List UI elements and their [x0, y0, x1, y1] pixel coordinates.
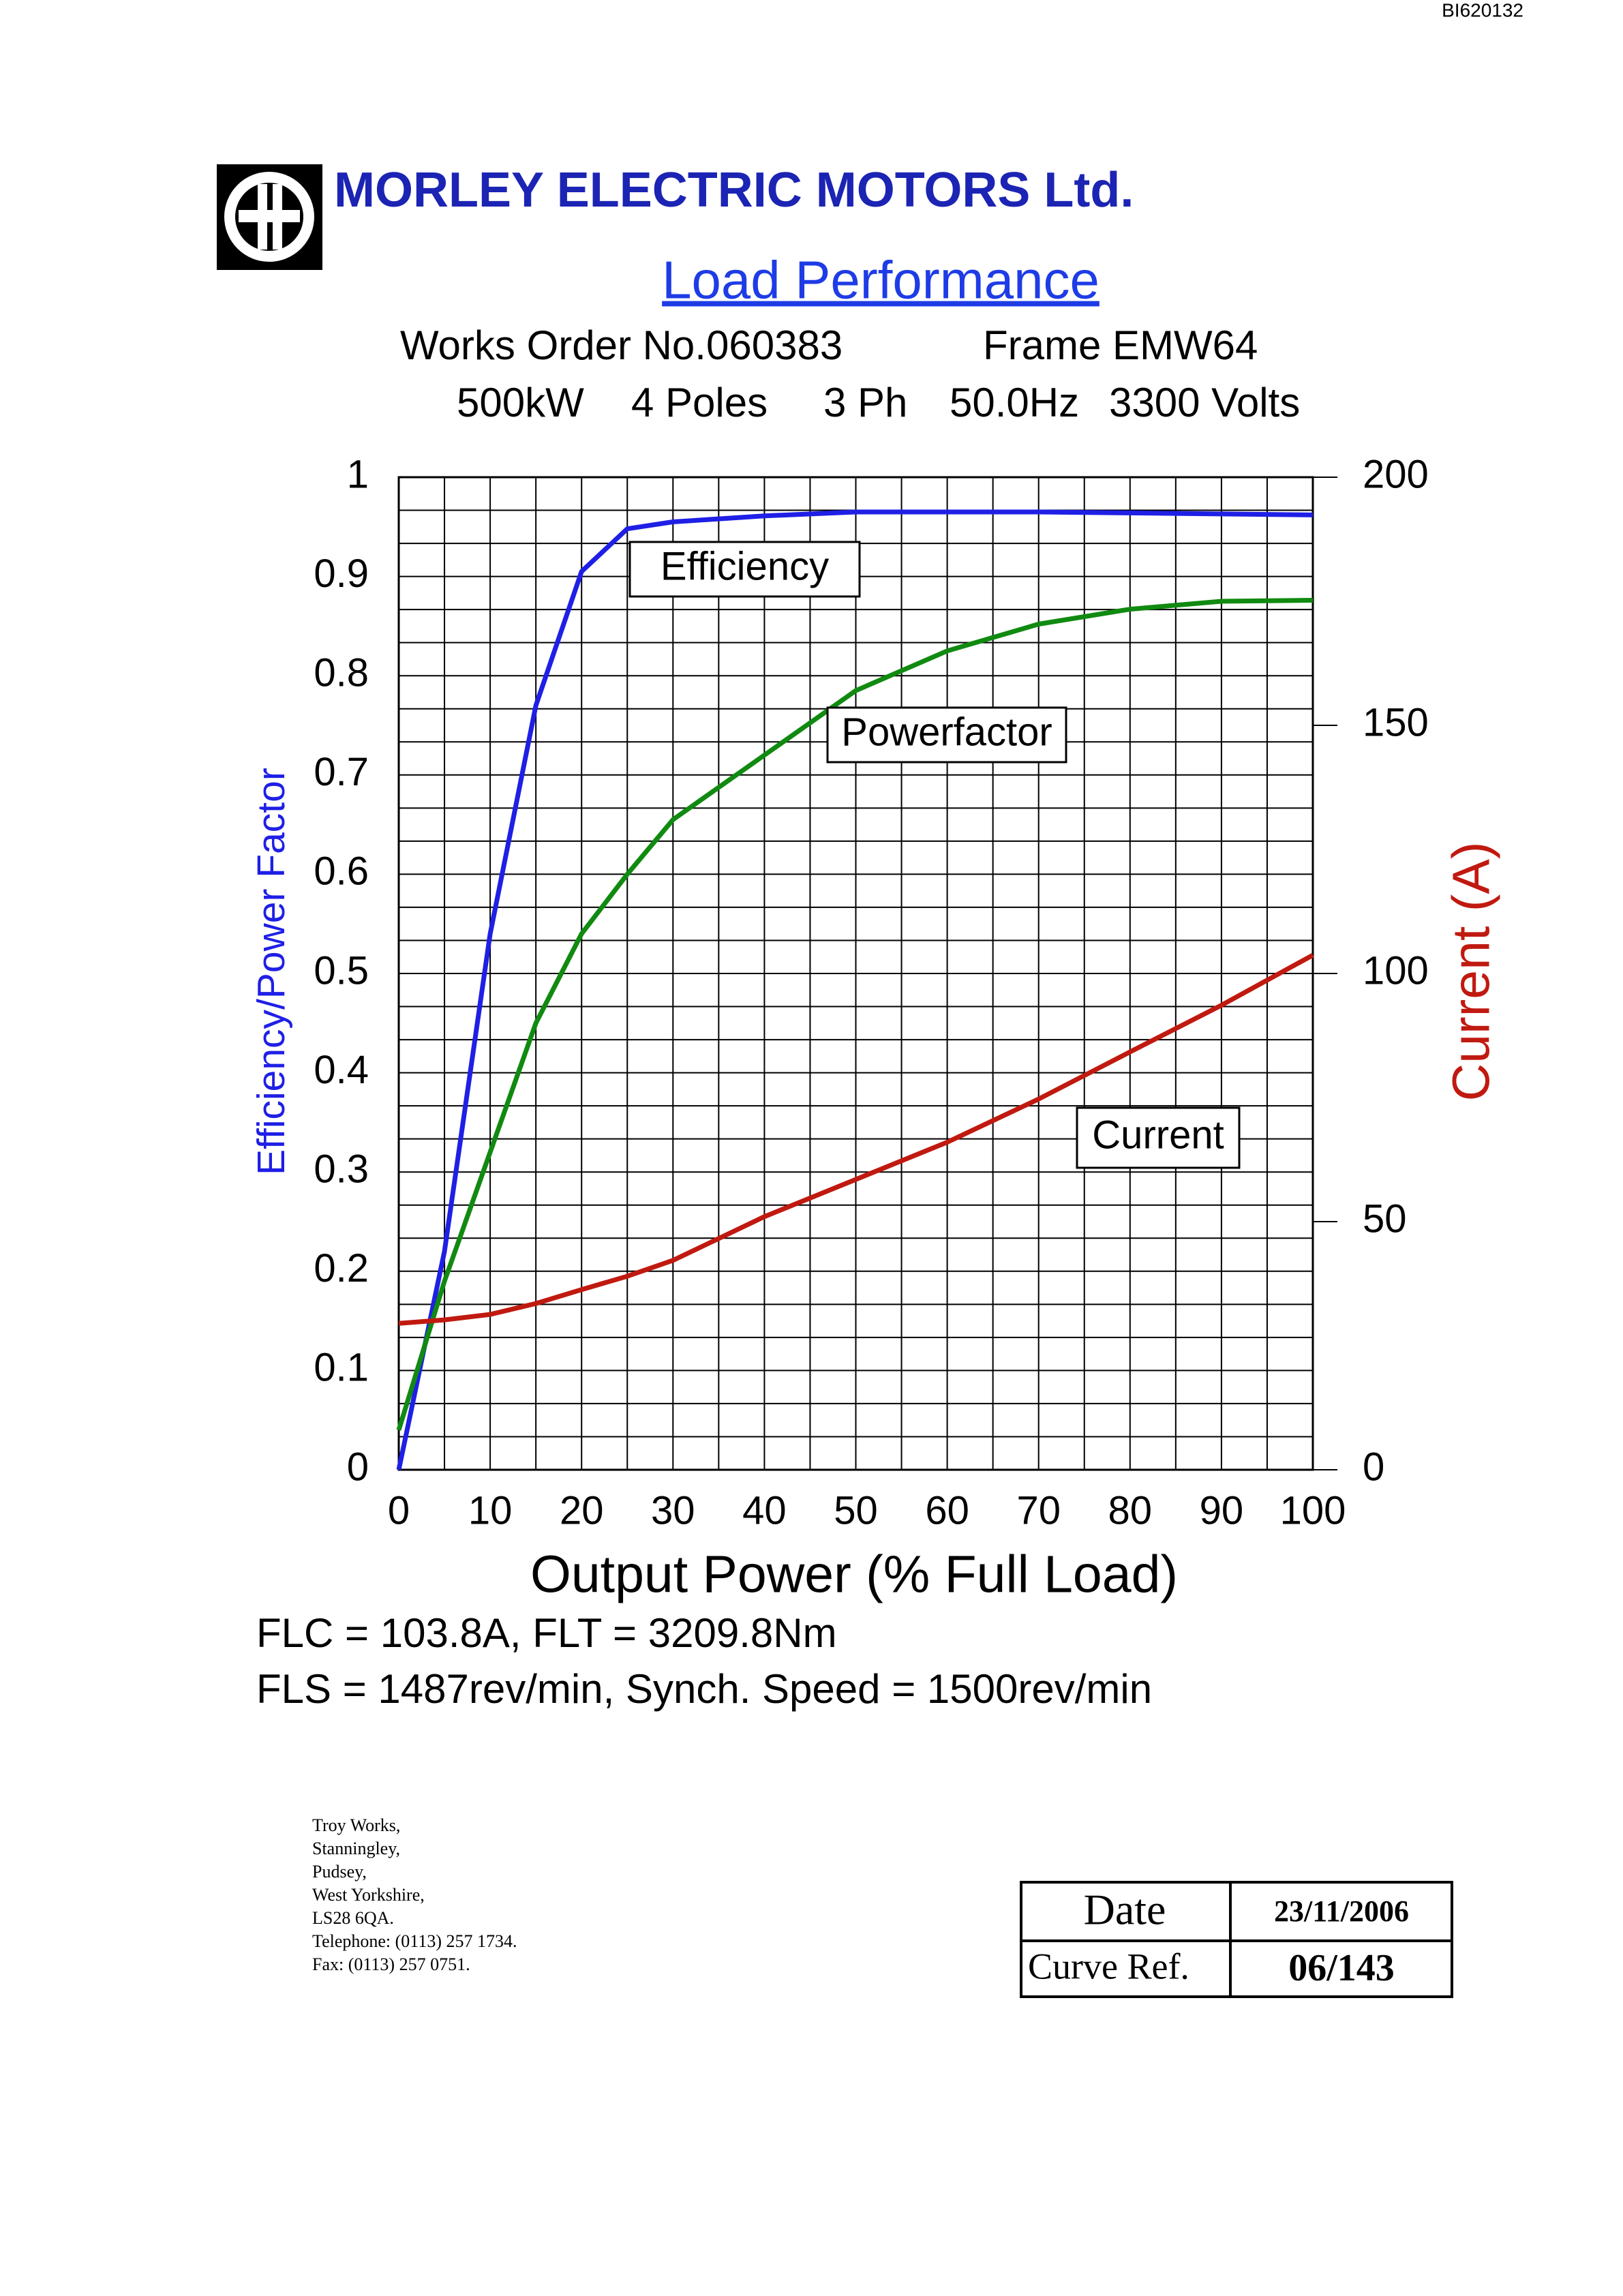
- y2-tick-label: 100: [1363, 948, 1429, 993]
- address-line: Telephone: (0113) 257 1734.: [312, 1931, 517, 1951]
- spec: 3300 Volts: [1109, 380, 1300, 425]
- company-name: MORLEY ELECTRIC MOTORS Ltd.: [334, 163, 1134, 217]
- x-tick-label: 50: [834, 1488, 878, 1532]
- y-tick-label: 0.9: [314, 552, 369, 596]
- table-cell: Curve Ref.: [1028, 1946, 1189, 1987]
- curve-label-box: [628, 541, 861, 598]
- curve-label: Powerfactor: [841, 710, 1052, 754]
- table-cell: 06/143: [1288, 1947, 1395, 1989]
- chart: 0 10 20 30 40 50 60 70 80 90 10000.10.20.30.40.50.…: [249, 452, 1500, 1532]
- x-tick-label: 10: [468, 1488, 513, 1532]
- y-tick-label: 0.8: [314, 651, 369, 695]
- y2-tick-label: 0: [1363, 1445, 1384, 1489]
- y-axis-label: Efficiency/Power Factor: [249, 768, 293, 1175]
- data-line: [396, 509, 1314, 1470]
- y-tick-label: 0.1: [314, 1346, 369, 1390]
- y2-tick-label: 200: [1363, 452, 1429, 496]
- address-line: Troy Works,: [312, 1815, 400, 1835]
- plot-frame: [397, 476, 1314, 1471]
- y-tick-label: 0.2: [314, 1246, 369, 1290]
- x-tick-label: 20: [560, 1488, 604, 1532]
- x-tick-label: 80: [1108, 1488, 1153, 1532]
- table-cell: 23/11/2006: [1274, 1894, 1409, 1928]
- x-tick-label: 0: [388, 1488, 410, 1532]
- x-tick-label: 40: [742, 1488, 787, 1532]
- spec: 50.0Hz: [950, 380, 1079, 425]
- data-line: [398, 952, 1314, 1326]
- y-tick-label: 1: [347, 452, 369, 496]
- address-line: LS28 6QA.: [312, 1908, 394, 1928]
- spec: 3 Ph: [823, 380, 907, 425]
- x-tick-label: 100: [1280, 1488, 1346, 1532]
- x-tick-label: 30: [651, 1488, 695, 1532]
- y-tick-label: 0.4: [314, 1048, 369, 1092]
- y2-axis-label: Current (A): [1442, 842, 1500, 1102]
- y-tick-label: 0.7: [314, 750, 369, 794]
- y-tick-label: 0.3: [314, 1147, 369, 1192]
- spec: 4 Poles: [631, 380, 768, 425]
- x-axis-label: Output Power (% Full Load): [530, 1545, 1178, 1603]
- curve-label: Current: [1092, 1113, 1224, 1157]
- frame: Frame EMW64: [983, 322, 1258, 368]
- page-title: Load Performance: [662, 250, 1099, 310]
- address: Troy Works, Stanningley, Pudsey, West Yorks…: [312, 1815, 517, 1974]
- address-line: West Yorkshire,: [312, 1885, 425, 1905]
- data-line: [396, 598, 1314, 1431]
- footer-line: FLS = 1487rev/min, Synch. Speed = 1500re…: [256, 1666, 1152, 1712]
- address-line: Pudsey,: [312, 1862, 367, 1882]
- curve-label-box: [826, 706, 1067, 764]
- curve-label: Efficiency: [661, 544, 829, 588]
- table-cell: Date: [1084, 1886, 1166, 1934]
- y-tick-label: 0.6: [314, 849, 369, 894]
- logo: [217, 164, 322, 270]
- curve-label-box: [1076, 1106, 1241, 1169]
- address-line: Fax: (0113) 257 0751.: [312, 1954, 470, 1974]
- y2-tick-label: 150: [1363, 700, 1429, 744]
- footer-line: FLC = 103.8A, FLT = 3209.8Nm: [256, 1610, 837, 1656]
- y-tick-label: 0.5: [314, 948, 369, 993]
- doc-id: BI620132: [1442, 0, 1523, 20]
- y-tick-label: 0: [347, 1445, 369, 1489]
- x-tick-label: 90: [1200, 1488, 1244, 1532]
- spec: 500kW: [457, 380, 584, 425]
- x-tick-label: 60: [925, 1488, 969, 1532]
- x-tick-label: 70: [1016, 1488, 1061, 1532]
- y2-tick-label: 50: [1363, 1196, 1407, 1241]
- address-line: Stanningley,: [312, 1839, 400, 1858]
- works-order: Works Order No.060383: [400, 322, 843, 368]
- info-table: Date 23/11/2006 Curve Ref. 06/143: [1020, 1881, 1453, 1998]
